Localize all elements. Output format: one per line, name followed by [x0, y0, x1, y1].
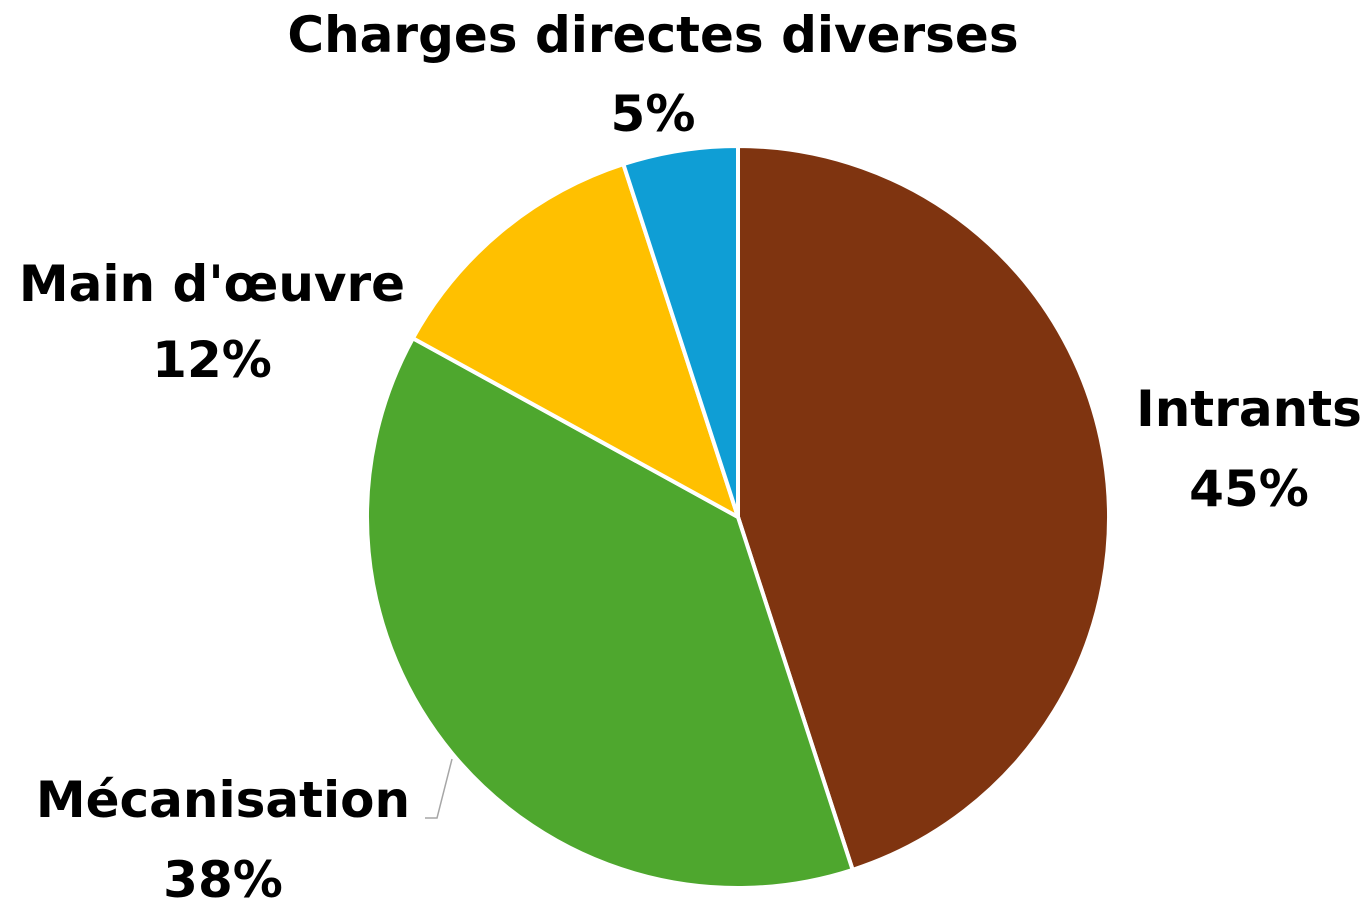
- slice-name-label: Charges directes diverses: [287, 6, 1018, 64]
- slice-value-label: 38%: [163, 851, 283, 898]
- pie-slice-0: [736, 144, 1111, 872]
- slice-value-label: 45%: [1189, 460, 1309, 518]
- slice-labels: Intrants 45% Mécanisation 38% Main d'œuvre 12…: [19, 6, 1362, 898]
- pie-slices: [365, 144, 1111, 890]
- leader-line: [425, 758, 453, 819]
- slice-name-label: Mécanisation: [36, 771, 410, 829]
- slice-name-label: Main d'œuvre: [19, 255, 405, 313]
- slice-value-label: 5%: [611, 85, 696, 143]
- pie-slice-1: [365, 336, 855, 890]
- slice-name-label: Intrants: [1136, 380, 1362, 438]
- pie-slice-3: [621, 144, 740, 519]
- leader-lines: [425, 758, 453, 819]
- slice-value-label: 12%: [152, 331, 272, 389]
- pie-slice-2: [410, 162, 740, 519]
